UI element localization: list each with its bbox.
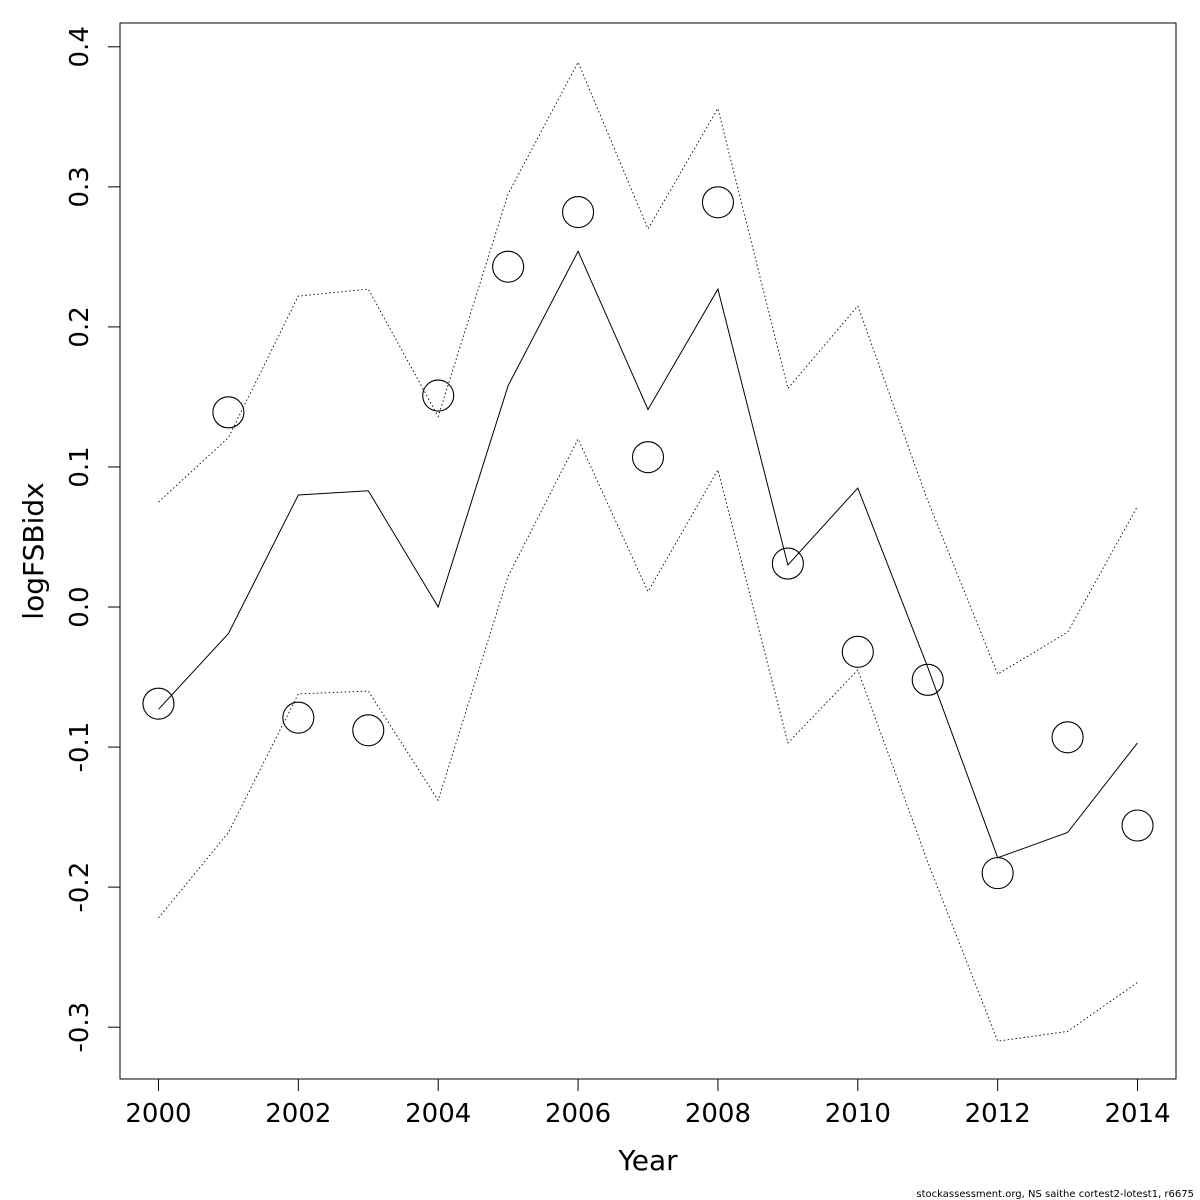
footer-credit: stockassessment.org, NS saithe cortest2-…: [916, 1189, 1194, 1200]
confidence-bound-line: [158, 61, 1138, 675]
x-tick-label: 2012: [965, 1099, 1031, 1129]
y-tick-label: 0.4: [65, 26, 95, 67]
observed-point: [841, 635, 874, 668]
observed-point: [911, 663, 944, 696]
x-tick-label: 2014: [1104, 1099, 1170, 1129]
x-tick-label: 2006: [545, 1099, 611, 1129]
series-layer: [142, 61, 1154, 1042]
x-axis: 2000 2002 2004 2006 2008 2010 2012 2014: [125, 1078, 1171, 1129]
observed-point: [701, 186, 734, 219]
y-tick-label: 0.2: [65, 306, 95, 347]
x-tick-label: 2002: [265, 1099, 331, 1129]
observed-point: [1051, 721, 1084, 754]
y-axis: -0.3 -0.2 -0.1 0.0 0.1 0.2 0.3 0.4: [65, 26, 121, 1053]
observed-point: [422, 379, 455, 412]
y-tick-label: -0.2: [65, 862, 95, 913]
x-tick-label: 2008: [685, 1099, 751, 1129]
plot-frame: [119, 22, 1177, 1080]
x-tick-label: 2010: [825, 1099, 891, 1129]
y-tick-label: -0.1: [65, 722, 95, 773]
x-tick-label: 2004: [405, 1099, 471, 1129]
y-tick-label: 0.1: [65, 446, 95, 487]
observed-point: [142, 687, 175, 720]
confidence-bound-line: [158, 437, 1138, 1042]
y-axis-title: logFSBidx: [17, 482, 50, 619]
y-tick-label: 0.0: [65, 586, 95, 627]
y-tick-label: 0.3: [65, 166, 95, 207]
x-tick-label: 2000: [125, 1099, 191, 1129]
observed-point: [631, 441, 665, 474]
observed-point: [212, 396, 245, 429]
observed-point: [492, 250, 525, 283]
observed-point: [282, 701, 315, 734]
observed-point: [1121, 809, 1154, 842]
observed-point: [771, 547, 804, 580]
x-axis-title: Year: [617, 1144, 678, 1177]
observed-point: [352, 714, 385, 747]
observed-point: [562, 196, 595, 229]
fitted-line: [158, 250, 1138, 859]
y-tick-label: -0.3: [65, 1002, 95, 1053]
observed-point: [981, 857, 1014, 890]
